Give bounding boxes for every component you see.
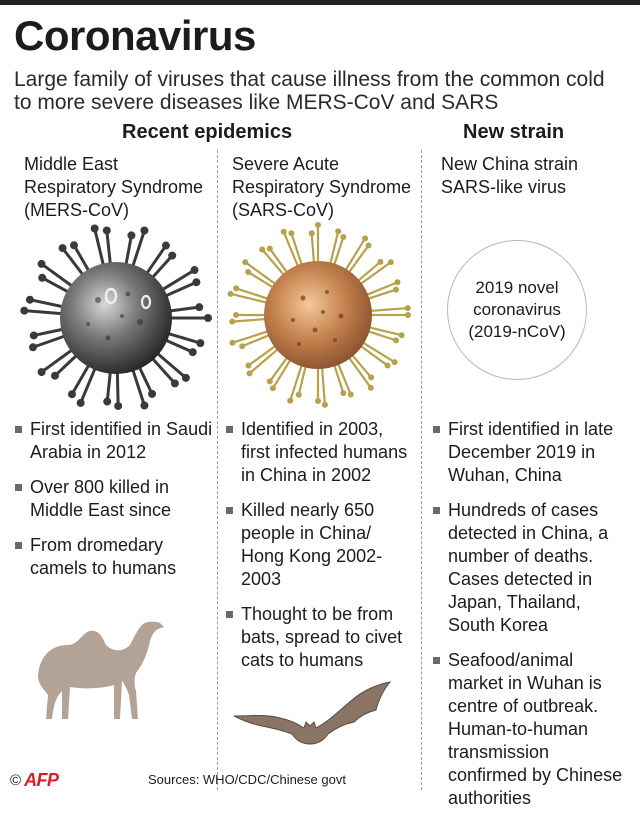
sources-note: Sources: WHO/CDC/Chinese govt [148,772,346,787]
list-item: From dromedary camels to humans [14,534,214,580]
list-item: Over 800 killed in Middle East since [14,476,214,522]
column-title-line: Respiratory Syndrome [232,177,412,197]
column-divider [217,150,218,790]
agency-logo: © AFP [10,770,59,791]
list-item: Thought to be from bats, spread to civet… [225,603,417,672]
list-item: First identified in Saudi Arabia in 2012 [14,418,214,464]
camel-icon [38,621,164,719]
column-title-line: Middle East [24,154,119,174]
badge-line: coronavirus [473,300,561,319]
sars-virus-icon [227,222,411,408]
column-title-sars: Severe Acute Respiratory Syndrome (SARS-… [232,153,411,222]
column-title-line: SARS-like virus [441,177,567,197]
column-title-line: New China strain [441,154,579,174]
column-title-line: (MERS-CoV) [24,200,130,220]
column-title-line: (SARS-CoV) [232,200,335,220]
column-title-mers: Middle East Respiratory Syndrome (MERS-C… [24,153,203,222]
section-heading-new: New strain [463,121,565,143]
agency-name: AFP [24,770,59,790]
section-heading-recent: Recent epidemics [122,121,293,143]
list-item: Seafood/animal market in Wuhan is centre… [432,649,632,810]
badge-line: (2019-nCoV) [468,322,566,341]
bullet-list-sars: Identified in 2003, first infected human… [225,418,417,684]
badge-line: 2019 novel [475,278,559,297]
page-title: Coronavirus [14,12,256,59]
top-bar [0,0,640,5]
column-title-line: Respiratory Syndrome [24,177,204,197]
page-subtitle: Large family of viruses that cause illne… [14,68,605,114]
bullet-list-mers: First identified in Saudi Arabia in 2012… [14,418,214,592]
list-item: First identified in late December 2019 i… [432,418,632,487]
copyright-icon: © [10,772,22,789]
list-item: Hundreds of cases detected in China, a n… [432,499,632,637]
list-item: Identified in 2003, first infected human… [225,418,417,487]
mers-virus-icon [20,224,212,410]
bullet-list-new: First identified in late December 2019 i… [432,418,632,822]
bat-icon [233,681,392,745]
column-divider [421,150,422,790]
column-title-line: Severe Acute [232,154,340,174]
column-title-new: New China strain SARS-like virus [441,153,578,199]
new-strain-badge: 2019 novel coronavirus (2019-nCoV) [447,240,587,380]
list-item: Killed nearly 650 people in China/ Hong … [225,499,417,591]
